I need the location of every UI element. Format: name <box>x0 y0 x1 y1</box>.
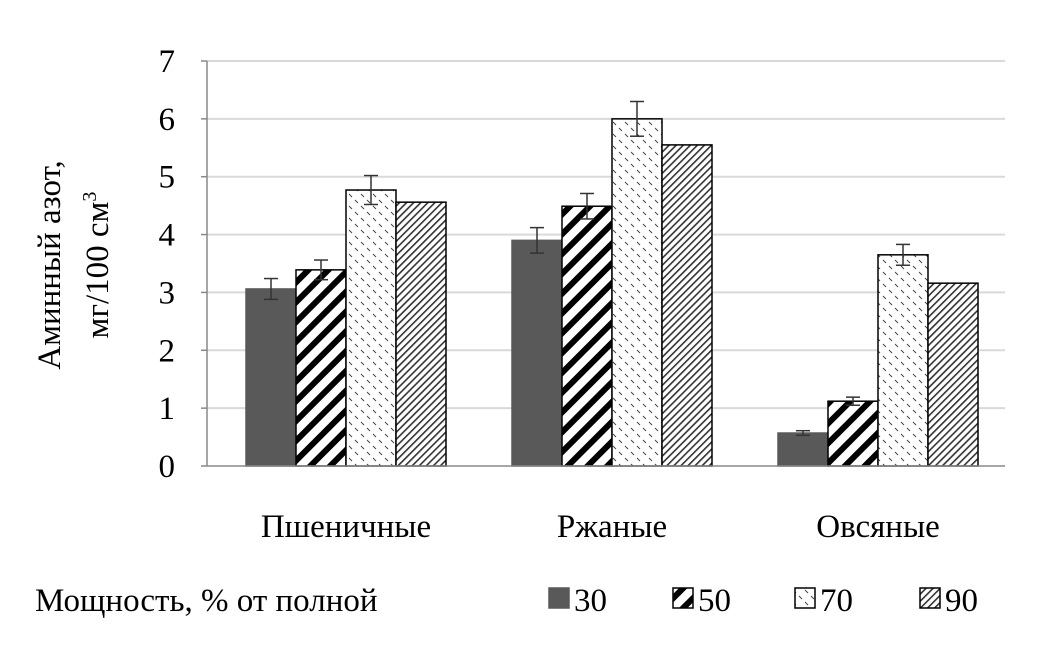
legend-swatch-50 <box>672 587 694 609</box>
legend-title: Мощность, % от полной <box>35 583 378 619</box>
y-tick-label: 6 <box>159 102 176 138</box>
bar-90-Ржаные <box>661 144 713 467</box>
bar-50-Пшеничные <box>295 269 347 467</box>
bar-30-Овсяные <box>777 432 829 467</box>
bar-90-Пшеничные <box>395 201 447 467</box>
y-tick-label: 7 <box>159 44 176 80</box>
bar-30-Ржаные <box>511 239 563 467</box>
y-tick-label: 4 <box>159 218 176 254</box>
legend-swatch-90 <box>919 587 941 609</box>
bar-50-Овсяные <box>827 400 879 467</box>
y-tick-label: 0 <box>159 449 176 485</box>
y-axis-label: Аминный азот, <box>32 160 68 370</box>
y-axis-label-line1: Аминный азот, <box>32 160 68 370</box>
legend-label-70: 70 <box>820 583 853 619</box>
legend-swatch-70 <box>794 587 816 609</box>
x-tick-label: Ржаные <box>557 509 667 545</box>
bar-70-Овсяные <box>877 254 929 467</box>
x-tick-label: Пшеничные <box>261 509 431 545</box>
y-tick-label: 2 <box>159 333 176 369</box>
y-axis-label-sup: 3 <box>79 192 101 202</box>
bar-30-Пшеничные <box>245 288 297 467</box>
y-tick-label: 5 <box>159 160 176 196</box>
y-axis-label-line2: мг/100 см <box>80 201 116 338</box>
legend-label-50: 50 <box>698 583 731 619</box>
legend-label-90: 90 <box>945 583 978 619</box>
bar-70-Ржаные <box>611 118 663 467</box>
legend-label-30: 30 <box>574 583 607 619</box>
bar-90-Овсяные <box>927 282 979 467</box>
bar-50-Ржаные <box>561 205 613 467</box>
y-axis-label-2: мг/100 см3 <box>79 192 116 339</box>
y-tick-label: 1 <box>159 391 176 427</box>
x-tick-label: Овсяные <box>816 509 940 545</box>
bar-70-Пшеничные <box>345 189 397 467</box>
y-tick-label: 3 <box>159 275 176 311</box>
legend-swatch-30 <box>548 587 570 609</box>
